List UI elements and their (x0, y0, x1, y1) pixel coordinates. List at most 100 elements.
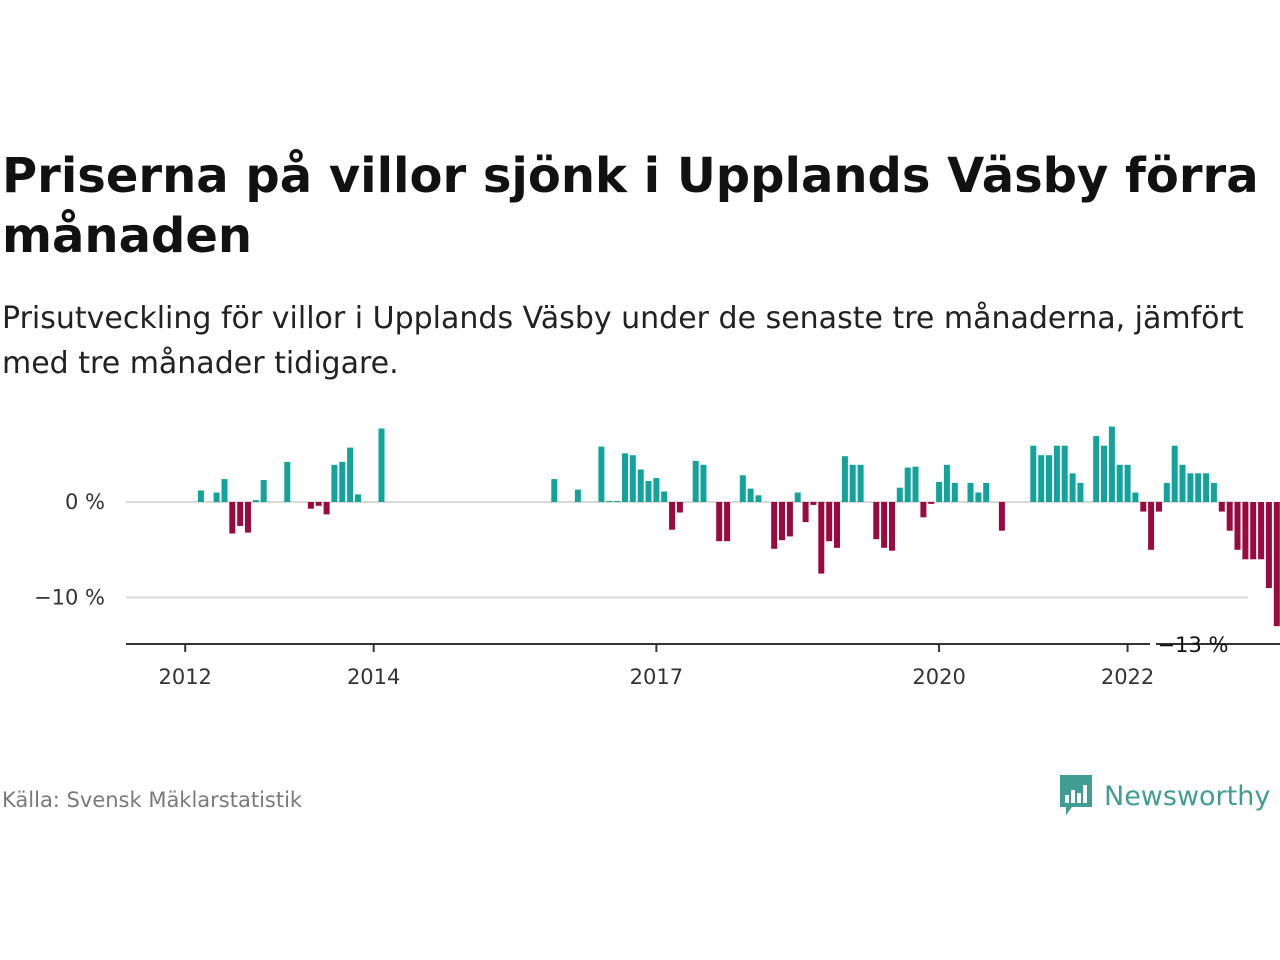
bar (252, 500, 259, 502)
bar (943, 464, 950, 502)
bar (315, 502, 322, 506)
bar (983, 482, 990, 502)
bar (323, 502, 330, 515)
bar (1061, 445, 1068, 502)
bar (1234, 502, 1241, 550)
bar (347, 447, 354, 502)
bar (1171, 445, 1178, 502)
bar (771, 502, 778, 549)
bar (614, 501, 621, 502)
bar (881, 502, 888, 548)
bar (716, 502, 723, 542)
bar (1242, 502, 1249, 560)
bar (889, 502, 895, 551)
bar (1108, 426, 1115, 502)
bar (802, 502, 809, 523)
bar (1218, 502, 1225, 512)
brand-logo: Newsworthy (1058, 772, 1270, 820)
bar (920, 502, 927, 518)
bar (998, 502, 1005, 531)
x-tick-label: 2012 (158, 665, 211, 689)
bar (747, 488, 754, 502)
chart-subtitle: Prisutveckling för villor i Upplands Väs… (2, 301, 1244, 381)
bar (669, 502, 676, 530)
bar (676, 502, 683, 513)
bar (1203, 473, 1210, 502)
bar (912, 466, 919, 502)
bar (834, 502, 840, 548)
y-tick-label: −10 % (34, 586, 105, 610)
x-tick-label: 2017 (630, 665, 683, 689)
bar (260, 480, 267, 502)
bar (904, 467, 911, 502)
bar (1156, 502, 1162, 512)
y-tick-label: 0 % (65, 490, 105, 514)
bar (975, 492, 982, 503)
bar (237, 502, 244, 526)
bar (622, 453, 628, 502)
bar (928, 502, 935, 504)
bar (786, 502, 793, 537)
bar (692, 460, 699, 502)
bar (1124, 464, 1131, 502)
bar (794, 492, 801, 503)
bar (661, 491, 668, 502)
bar (1195, 473, 1202, 502)
bar (339, 461, 346, 502)
bar (873, 502, 880, 540)
bar (637, 469, 644, 502)
bar (229, 502, 236, 534)
bar (1163, 482, 1170, 502)
bar (1226, 502, 1233, 531)
bar (221, 479, 228, 502)
bar (1140, 502, 1147, 512)
bar (1148, 502, 1155, 550)
bar (1053, 445, 1060, 502)
bar (378, 428, 385, 502)
bar (951, 482, 958, 502)
bar (1258, 502, 1265, 560)
bar (307, 502, 314, 509)
bar (284, 461, 291, 502)
bar (700, 464, 707, 502)
bar (1250, 502, 1257, 560)
bar (967, 482, 974, 502)
bar (739, 475, 746, 502)
bar (574, 489, 581, 502)
bar (1101, 445, 1107, 502)
bar (857, 464, 864, 502)
bar (598, 446, 605, 502)
bar (1116, 464, 1123, 502)
last-value-label: −13 % (1158, 633, 1229, 657)
bar (810, 502, 817, 505)
bar (645, 481, 652, 502)
bar (355, 494, 361, 502)
bar (1187, 473, 1194, 502)
bar (1038, 455, 1045, 502)
bar (1273, 502, 1280, 627)
bar (629, 455, 636, 502)
bar (826, 502, 833, 542)
brand-name: Newsworthy (1104, 780, 1271, 812)
bar (1132, 492, 1139, 503)
chart-title: Priserna på villor sjönk i Upplands Väsb… (2, 148, 1259, 264)
bar (779, 502, 785, 541)
bar (606, 501, 613, 502)
bar-chart: 0 % −10 % 2012 2014 2017 2020 2022−13 % (34, 426, 1280, 689)
bar (755, 495, 762, 502)
bar (1179, 464, 1186, 502)
bar (724, 502, 731, 542)
bar (1210, 482, 1217, 502)
x-tick-label: 2014 (347, 665, 400, 689)
bar (197, 490, 204, 502)
bar (936, 481, 943, 502)
bar (1069, 473, 1076, 502)
bar (1265, 502, 1272, 588)
bar (849, 464, 856, 502)
bar (551, 479, 558, 502)
newsworthy-logo-icon (1060, 775, 1092, 815)
bar (653, 478, 660, 502)
bar (818, 502, 825, 574)
bar (1077, 482, 1084, 502)
bar (896, 487, 903, 502)
